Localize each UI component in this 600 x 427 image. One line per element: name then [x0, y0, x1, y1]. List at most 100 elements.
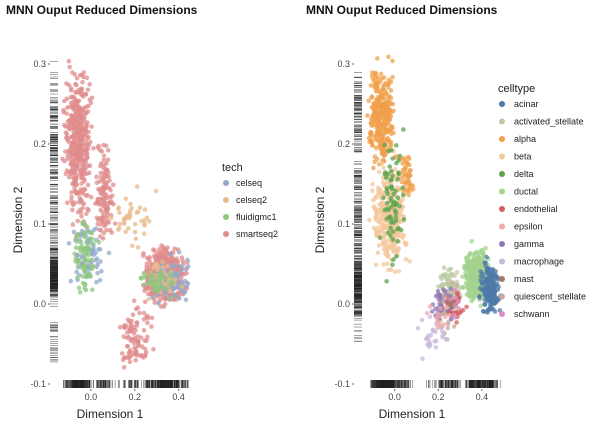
scatter-point: [130, 312, 136, 318]
scatter-point: [69, 194, 74, 200]
scatter-point: [479, 287, 485, 293]
scatter-point: [135, 245, 141, 250]
scatter-point: [66, 241, 72, 246]
scatter-point: [63, 124, 68, 129]
scatter-point: [135, 339, 140, 344]
scatter-point: [87, 97, 92, 103]
scatter-point: [185, 257, 190, 263]
scatter-point: [377, 235, 383, 241]
scatter-point: [375, 185, 381, 191]
scatter-point: [378, 101, 383, 107]
scatter-point: [369, 142, 375, 148]
scatter-point: [388, 267, 394, 272]
scatter-point: [71, 229, 77, 235]
scatter-point: [84, 104, 89, 110]
scatter-point: [141, 282, 147, 288]
y-tick-label: -0.1: [30, 379, 46, 389]
scatter-point: [82, 222, 88, 228]
scatter-point: [79, 72, 85, 78]
scatter-point: [382, 171, 388, 177]
scatter-point: [395, 239, 401, 244]
scatter-point: [179, 279, 185, 284]
scatter-point: [85, 182, 91, 188]
scatter-point: [144, 215, 150, 221]
scatter-point: [72, 200, 78, 206]
scatter-point: [445, 326, 451, 331]
scatter-point: [110, 193, 115, 199]
scatter-point: [69, 198, 74, 203]
scatter-point: [467, 294, 473, 299]
scatter-point: [100, 195, 106, 201]
scatter-point: [374, 118, 379, 124]
scatter-point: [133, 236, 139, 242]
scatter-point: [404, 184, 409, 189]
scatter-point: [474, 271, 480, 277]
scatter-point: [67, 126, 73, 132]
scatter-point: [76, 199, 82, 205]
scatter-point: [401, 233, 407, 238]
scatter-point: [155, 301, 161, 306]
scatter-point: [394, 143, 399, 148]
scatter-point: [370, 188, 375, 193]
scatter-point: [73, 245, 79, 250]
scatter-point: [124, 355, 130, 360]
scatter-point: [90, 236, 95, 242]
scatter-point: [389, 184, 395, 190]
scatter-point: [382, 142, 388, 148]
scatter-point: [400, 197, 406, 202]
scatter-point: [455, 282, 460, 288]
scatter-point: [98, 228, 104, 233]
scatter-point: [392, 202, 398, 208]
scatter-point: [388, 95, 394, 101]
scatter-point: [79, 214, 84, 219]
scatter-point: [78, 158, 83, 163]
scatter-point: [94, 279, 99, 285]
scatter-point: [91, 241, 96, 246]
scatter-point: [388, 143, 394, 148]
scatter-point: [427, 314, 433, 320]
scatter-point: [80, 280, 86, 286]
scatter-point: [87, 82, 92, 87]
scatter-point: [126, 226, 131, 231]
scatter-point: [385, 253, 391, 258]
scatter-point: [467, 286, 473, 291]
y-tick-label: 0.3: [33, 59, 46, 69]
scatter-point: [399, 212, 404, 218]
scatter-point: [161, 246, 166, 252]
scatter-point: [70, 158, 76, 164]
scatter-point: [402, 168, 407, 174]
scatter-point: [155, 288, 161, 294]
scatter-point: [438, 283, 444, 289]
scatter-point: [105, 157, 111, 163]
scatter-point: [142, 207, 148, 212]
scatter-point: [379, 212, 385, 218]
scatter-point: [438, 294, 444, 299]
scatter-point: [137, 310, 142, 316]
scatter-point: [390, 249, 396, 254]
scatter-point: [88, 194, 94, 200]
scatter-point: [83, 132, 89, 138]
scatter-point: [123, 196, 129, 201]
scatter-point: [80, 274, 85, 279]
scatter-point: [169, 274, 174, 280]
y-tick-label: 0.2: [33, 139, 46, 149]
scatter-point: [99, 268, 104, 274]
scatter-point: [397, 153, 403, 159]
scatter-point: [370, 118, 376, 124]
scatter-points: [365, 54, 503, 362]
scatter-point: [484, 254, 489, 260]
scatter-point: [60, 156, 65, 162]
scatter-point: [163, 286, 169, 291]
scatter-point: [80, 205, 85, 211]
scatter-point: [139, 218, 144, 224]
scatter-point: [168, 255, 173, 261]
scatter-point: [74, 76, 80, 81]
scatter-point: [67, 118, 72, 123]
scatter-point: [444, 276, 449, 281]
scatter-point: [390, 101, 396, 107]
scatter-point: [97, 278, 103, 283]
scatter-point: [374, 109, 380, 115]
x-tick-label: 0.0: [85, 392, 98, 402]
scatter-point: [66, 82, 72, 88]
scatter-point: [97, 147, 103, 153]
